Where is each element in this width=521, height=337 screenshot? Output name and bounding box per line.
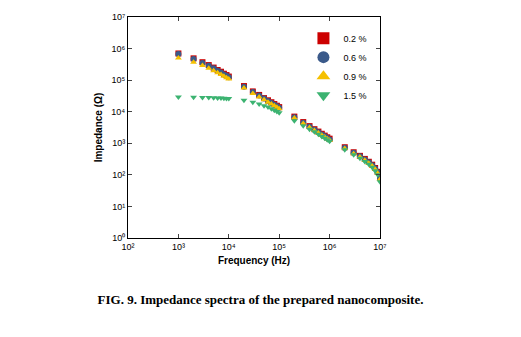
- svg-text:0.2 %: 0.2 %: [343, 34, 366, 44]
- svg-text:FIG. 9. Impedance spectra of t: FIG. 9. Impedance spectra of the prepare…: [98, 292, 424, 307]
- svg-text:10⁵: 10⁵: [111, 75, 125, 85]
- svg-text:10¹: 10¹: [112, 202, 125, 212]
- svg-text:Impedance (Ω): Impedance (Ω): [93, 93, 104, 163]
- svg-text:10²: 10²: [121, 242, 134, 252]
- svg-text:0.6 %: 0.6 %: [343, 53, 366, 63]
- svg-text:10⁷: 10⁷: [112, 12, 125, 22]
- svg-text:10⁴: 10⁴: [222, 242, 236, 252]
- svg-text:10³: 10³: [172, 242, 185, 252]
- svg-text:10⁷: 10⁷: [373, 242, 386, 252]
- svg-text:10⁵: 10⁵: [272, 242, 286, 252]
- svg-text:0.9 %: 0.9 %: [343, 72, 366, 82]
- svg-text:10⁶: 10⁶: [111, 44, 125, 54]
- svg-text:10⁶: 10⁶: [323, 242, 337, 252]
- svg-text:10⁴: 10⁴: [111, 107, 125, 117]
- svg-text:1.5 %: 1.5 %: [343, 91, 366, 101]
- svg-text:10³: 10³: [112, 138, 125, 148]
- svg-text:Frequency (Hz): Frequency (Hz): [218, 255, 290, 266]
- svg-text:10²: 10²: [112, 170, 125, 180]
- svg-text:10⁰: 10⁰: [112, 233, 125, 243]
